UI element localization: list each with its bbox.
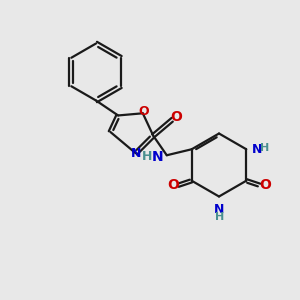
Text: N: N xyxy=(152,150,163,164)
Text: H: H xyxy=(260,143,269,153)
Text: O: O xyxy=(259,178,271,192)
Text: N: N xyxy=(131,147,142,160)
Text: H: H xyxy=(215,212,224,222)
Text: N: N xyxy=(214,203,224,216)
Text: H: H xyxy=(141,150,152,163)
Text: O: O xyxy=(138,105,149,118)
Text: O: O xyxy=(167,178,179,192)
Text: N: N xyxy=(252,143,262,156)
Text: O: O xyxy=(170,110,182,124)
